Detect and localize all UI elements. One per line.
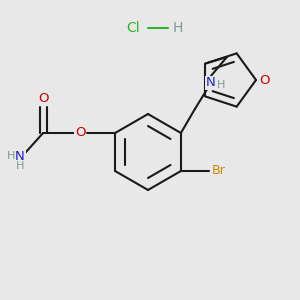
Text: H: H xyxy=(173,21,183,35)
Text: H: H xyxy=(217,80,225,90)
Text: N: N xyxy=(15,149,25,163)
Text: O: O xyxy=(259,74,269,86)
Text: H: H xyxy=(16,161,24,171)
Text: O: O xyxy=(38,92,48,104)
Text: O: O xyxy=(75,127,85,140)
Text: H: H xyxy=(7,151,15,161)
Text: Br: Br xyxy=(212,164,226,178)
Text: N: N xyxy=(206,76,216,89)
Text: Cl: Cl xyxy=(126,21,140,35)
